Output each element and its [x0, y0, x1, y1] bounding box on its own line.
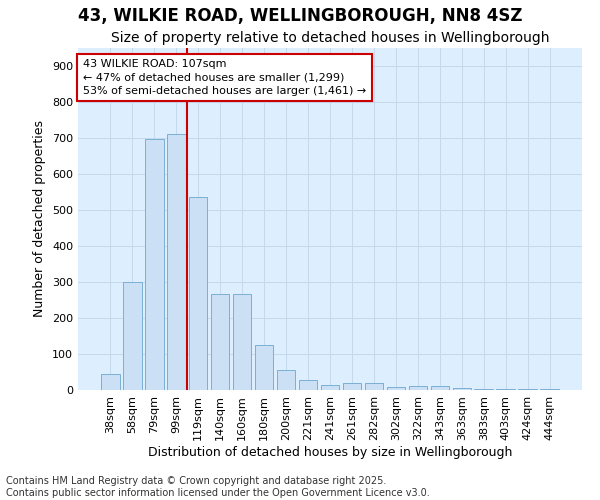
Bar: [299, 380, 317, 390]
Bar: [452, 388, 471, 390]
Bar: [386, 387, 405, 390]
Bar: [409, 386, 427, 390]
Y-axis label: Number of detached properties: Number of detached properties: [34, 120, 46, 318]
Bar: [277, 370, 295, 390]
Text: 43, WILKIE ROAD, WELLINGBOROUGH, NN8 4SZ: 43, WILKIE ROAD, WELLINGBOROUGH, NN8 4SZ: [78, 8, 522, 26]
Text: Contains HM Land Registry data © Crown copyright and database right 2025.
Contai: Contains HM Land Registry data © Crown c…: [6, 476, 430, 498]
Bar: [145, 140, 164, 390]
Bar: [189, 197, 208, 390]
Bar: [320, 384, 340, 390]
Bar: [255, 345, 274, 390]
Bar: [101, 374, 119, 390]
Text: 43 WILKIE ROAD: 107sqm
← 47% of detached houses are smaller (1,299)
53% of semi-: 43 WILKIE ROAD: 107sqm ← 47% of detached…: [83, 60, 366, 96]
Bar: [431, 386, 449, 390]
Bar: [233, 294, 251, 390]
Bar: [475, 389, 493, 390]
Bar: [123, 282, 142, 390]
X-axis label: Distribution of detached houses by size in Wellingborough: Distribution of detached houses by size …: [148, 446, 512, 458]
Bar: [365, 383, 383, 390]
Bar: [343, 383, 361, 390]
Title: Size of property relative to detached houses in Wellingborough: Size of property relative to detached ho…: [111, 31, 549, 45]
Bar: [211, 294, 229, 390]
Bar: [167, 134, 185, 390]
